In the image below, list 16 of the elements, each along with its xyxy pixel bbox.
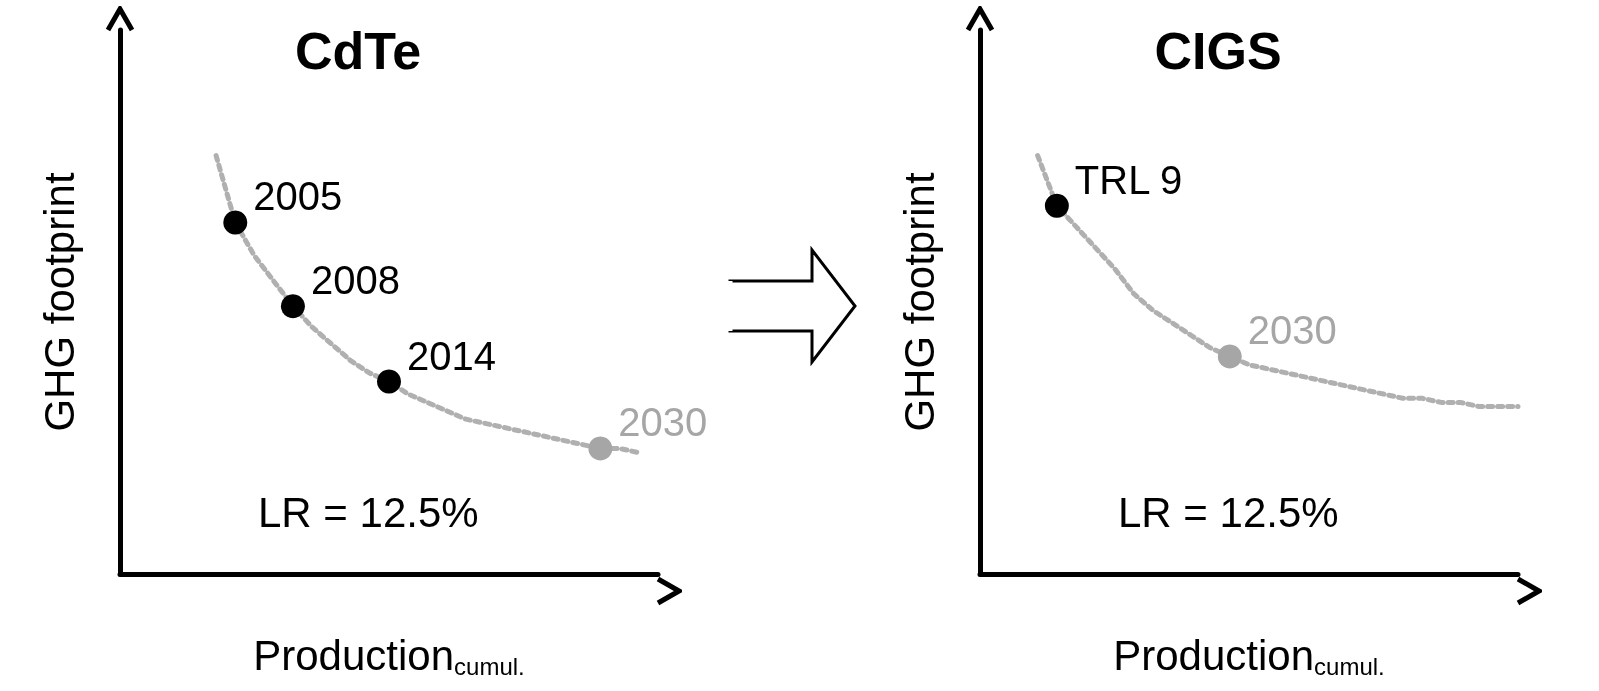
point xyxy=(588,436,613,461)
annotation: 2014 xyxy=(407,333,496,378)
point xyxy=(223,210,248,235)
annotation: LR = 12.5% xyxy=(258,488,479,536)
y-axis-title: GHG footprint xyxy=(35,172,83,432)
annotation: LR = 12.5% xyxy=(1118,488,1339,536)
point xyxy=(377,369,401,394)
annotation: TRL 9 xyxy=(1074,157,1183,202)
chart-title: CdTe xyxy=(294,22,422,80)
annotation: 2030 xyxy=(618,400,708,445)
annotation: 2008 xyxy=(310,258,400,303)
annotation: 2030 xyxy=(1247,308,1337,353)
point xyxy=(280,294,305,319)
chart-title: CIGS xyxy=(1154,22,1282,80)
y-axis-title: GHG footprint xyxy=(895,172,943,432)
annotation: 2005 xyxy=(253,174,343,219)
